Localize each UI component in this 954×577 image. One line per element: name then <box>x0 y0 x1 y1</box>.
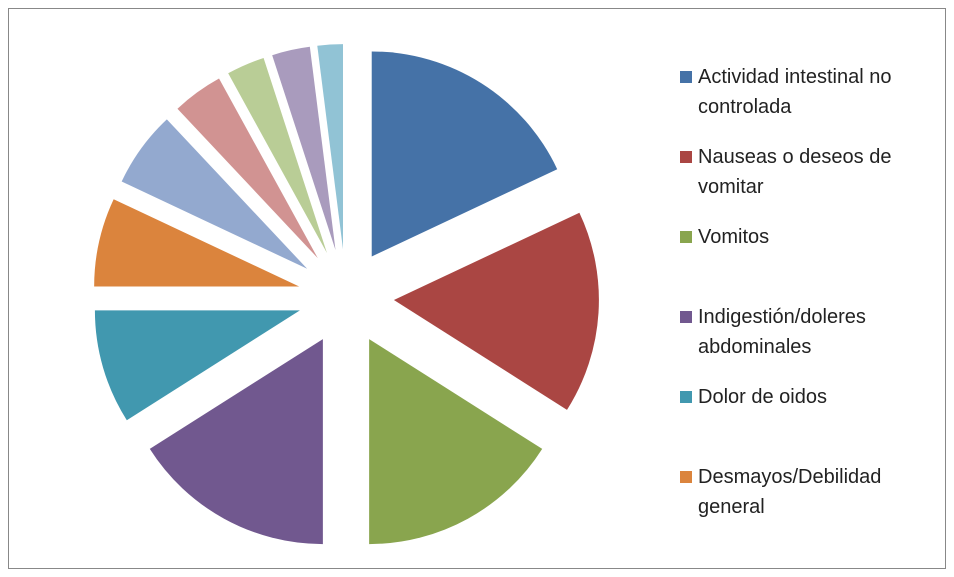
legend-swatch <box>680 71 692 83</box>
legend-label: Vomitos <box>698 226 770 248</box>
pie-slice <box>94 199 300 287</box>
legend-swatch <box>680 231 692 243</box>
legend: Actividad intestinal no controlada Nausea… <box>680 62 950 542</box>
legend-swatch <box>680 391 692 403</box>
pie-slice <box>228 57 327 253</box>
pie-slice <box>317 44 343 250</box>
legend-label: Desmayos/Debilidad general <box>698 466 882 518</box>
legend-item: Nauseas o deseos de vomitar <box>680 142 950 222</box>
pie-slice <box>94 310 300 421</box>
legend-label: Actividad intestinal no controlada <box>698 66 892 118</box>
legend-swatch <box>680 311 692 323</box>
legend-item: Actividad intestinal no controlada <box>680 62 950 142</box>
pie-slice <box>371 51 558 257</box>
pie-slice <box>121 119 308 269</box>
legend-swatch <box>680 151 692 163</box>
legend-label: Dolor de oidos <box>698 386 827 408</box>
legend-item: Dolor de oidos <box>680 382 950 462</box>
pie-slice <box>393 212 599 410</box>
legend-label: Nauseas o deseos de vomitar <box>698 146 892 198</box>
pie-slice <box>369 339 543 545</box>
legend-item: Vomitos <box>680 222 950 302</box>
pie-slice <box>177 78 318 259</box>
legend-label: Indigestión/doleres abdominales <box>698 306 866 358</box>
legend-item: Desmayos/Debilidad general <box>680 462 950 542</box>
pie-slice <box>272 46 336 251</box>
legend-item: Indigestión/doleres abdominales <box>680 302 950 382</box>
legend-swatch <box>680 471 692 483</box>
pie-slice <box>149 339 323 545</box>
